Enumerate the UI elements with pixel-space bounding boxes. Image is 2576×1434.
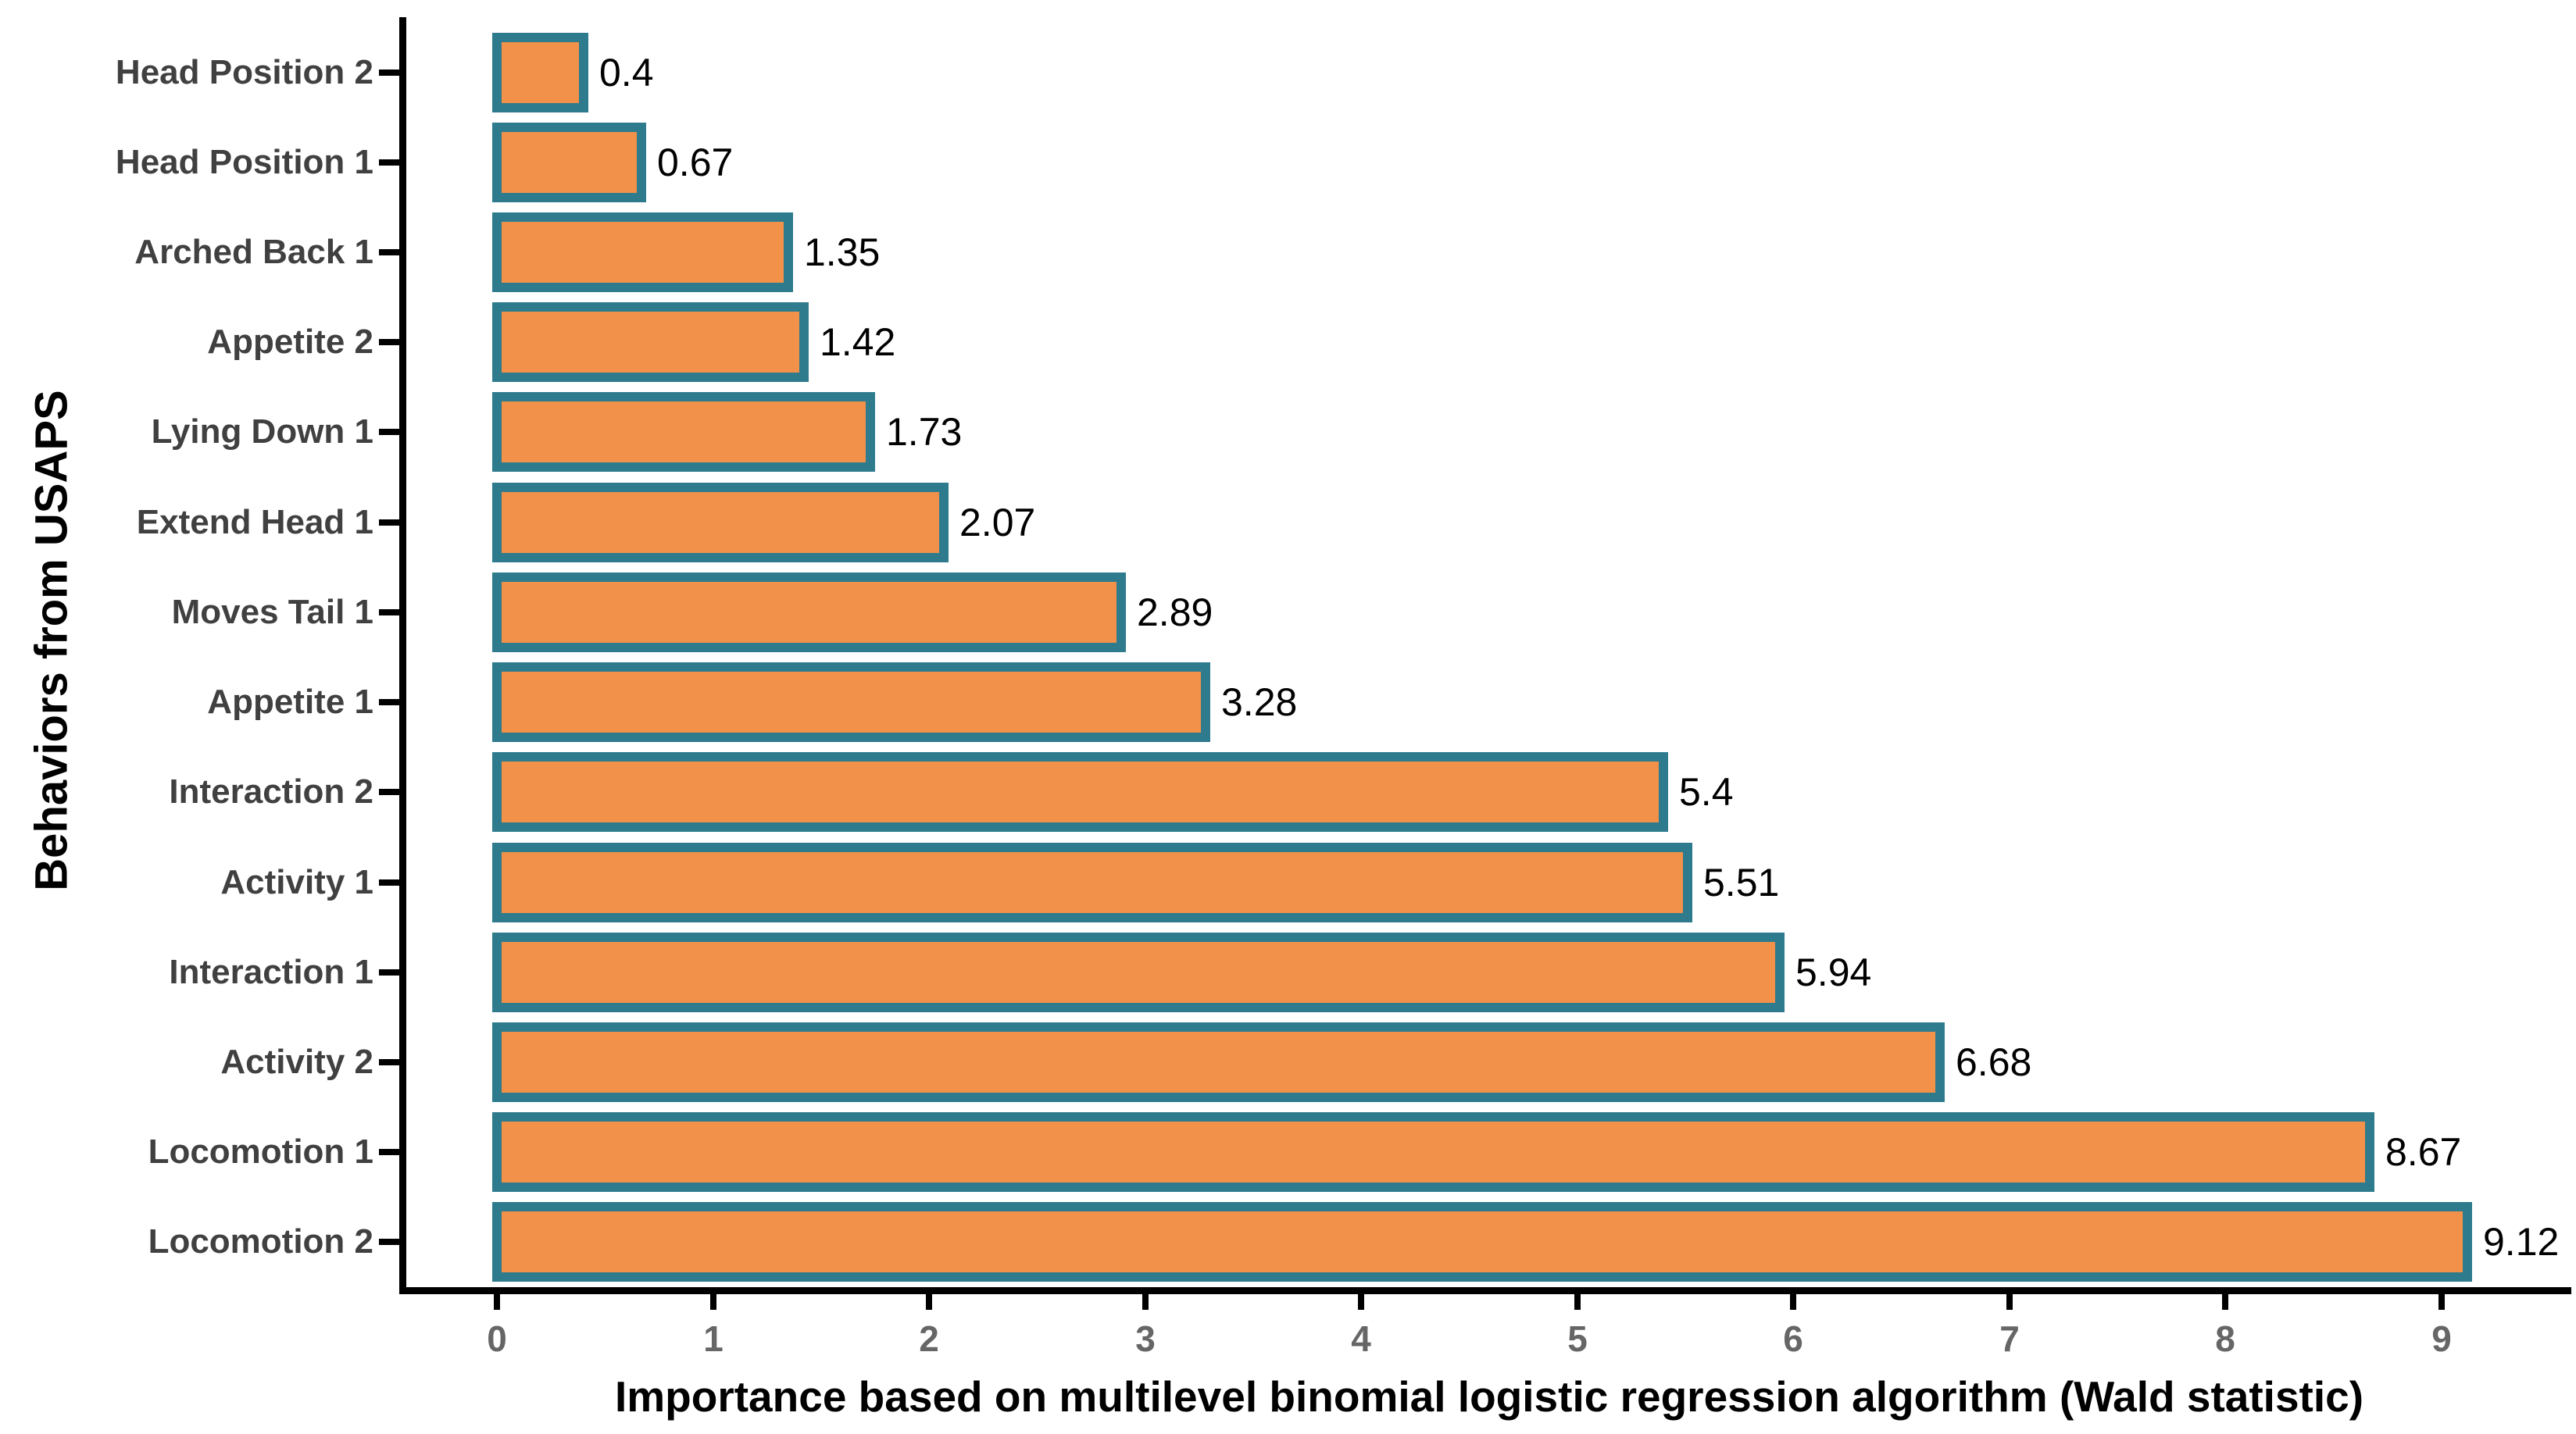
x-tick-label: 7 [1999, 1318, 2020, 1359]
bar [492, 1022, 1945, 1102]
bar [492, 843, 1692, 922]
x-axis-title: Importance based on multilevel binomial … [614, 1372, 2364, 1421]
x-tick-label: 0 [487, 1318, 507, 1359]
y-tick-label: Activity 2 [220, 1042, 373, 1081]
x-tick-label: 1 [703, 1318, 723, 1359]
y-tick-label: Extend Head 1 [136, 502, 373, 541]
bar [492, 1202, 2472, 1282]
x-tick-mark [2438, 1294, 2445, 1310]
bar [492, 933, 1785, 1012]
bar [492, 212, 793, 292]
y-tick-label: Appetite 1 [207, 683, 373, 722]
y-tick-label: Head Position 1 [115, 142, 373, 181]
y-tick-mark [379, 519, 399, 526]
y-tick-label: Appetite 2 [207, 323, 373, 362]
y-tick-mark [379, 70, 399, 76]
bar-value-label: 3.28 [1221, 680, 1298, 725]
y-tick-mark [379, 1149, 399, 1155]
y-tick-mark [379, 969, 399, 976]
y-tick-label: Arched Back 1 [134, 233, 373, 272]
bar-value-label: 1.42 [820, 320, 896, 365]
y-tick-mark [379, 879, 399, 886]
x-tick-label: 9 [2431, 1318, 2452, 1359]
x-axis-line [399, 1287, 2571, 1294]
y-tick-label: Head Position 2 [115, 52, 373, 91]
bar-value-label: 6.68 [1956, 1040, 2032, 1084]
y-tick-mark [379, 789, 399, 795]
y-axis-line [399, 17, 406, 1294]
y-tick-mark [379, 159, 399, 166]
bar [492, 302, 809, 382]
bar-value-label: 9.12 [2483, 1220, 2560, 1265]
bar-value-label: 2.89 [1137, 590, 1213, 634]
x-tick-label: 4 [1351, 1318, 1371, 1359]
bar [492, 483, 949, 562]
x-tick-mark [1790, 1294, 1796, 1310]
y-tick-mark [379, 699, 399, 705]
x-tick-label: 2 [919, 1318, 939, 1359]
x-tick-mark [710, 1294, 716, 1310]
x-tick-label: 8 [2215, 1318, 2235, 1359]
x-tick-label: 3 [1135, 1318, 1156, 1359]
bar-value-label: 5.51 [1703, 860, 1780, 904]
x-tick-mark [2222, 1294, 2228, 1310]
bar [492, 123, 646, 202]
x-tick-mark [1574, 1294, 1581, 1310]
bar [492, 1112, 2374, 1192]
x-tick-mark [2006, 1294, 2013, 1310]
bar [492, 392, 875, 472]
y-tick-label: Moves Tail 1 [171, 592, 373, 631]
x-tick-label: 6 [1783, 1318, 1803, 1359]
x-tick-label: 5 [1567, 1318, 1588, 1359]
x-tick-mark [494, 1294, 500, 1310]
bar [492, 752, 1668, 832]
y-tick-mark [379, 249, 399, 255]
bar-value-label: 1.73 [886, 410, 963, 455]
y-tick-mark [379, 1059, 399, 1065]
bar-value-label: 0.4 [599, 50, 654, 95]
y-tick-label: Lying Down 1 [151, 412, 373, 451]
y-tick-mark [379, 429, 399, 435]
x-tick-mark [1142, 1294, 1149, 1310]
y-tick-mark [379, 1239, 399, 1245]
bar [492, 33, 588, 112]
y-tick-label: Interaction 1 [169, 952, 373, 991]
bar-value-label: 1.35 [804, 230, 881, 275]
y-tick-label: Locomotion 1 [148, 1133, 373, 1172]
y-tick-label: Interaction 2 [169, 772, 373, 812]
x-tick-mark [926, 1294, 932, 1310]
bar-value-label: 0.67 [657, 140, 734, 184]
y-tick-mark [379, 339, 399, 345]
y-tick-label: Locomotion 2 [148, 1222, 373, 1261]
bar-value-label: 5.4 [1679, 770, 1734, 815]
y-tick-mark [379, 609, 399, 615]
bar-value-label: 2.07 [959, 500, 1036, 544]
bar [492, 573, 1126, 652]
bar [492, 662, 1210, 742]
bar-value-label: 8.67 [2385, 1130, 2462, 1175]
y-tick-label: Activity 1 [220, 862, 373, 901]
bar-value-label: 5.94 [1795, 950, 1872, 994]
x-tick-mark [1358, 1294, 1364, 1310]
